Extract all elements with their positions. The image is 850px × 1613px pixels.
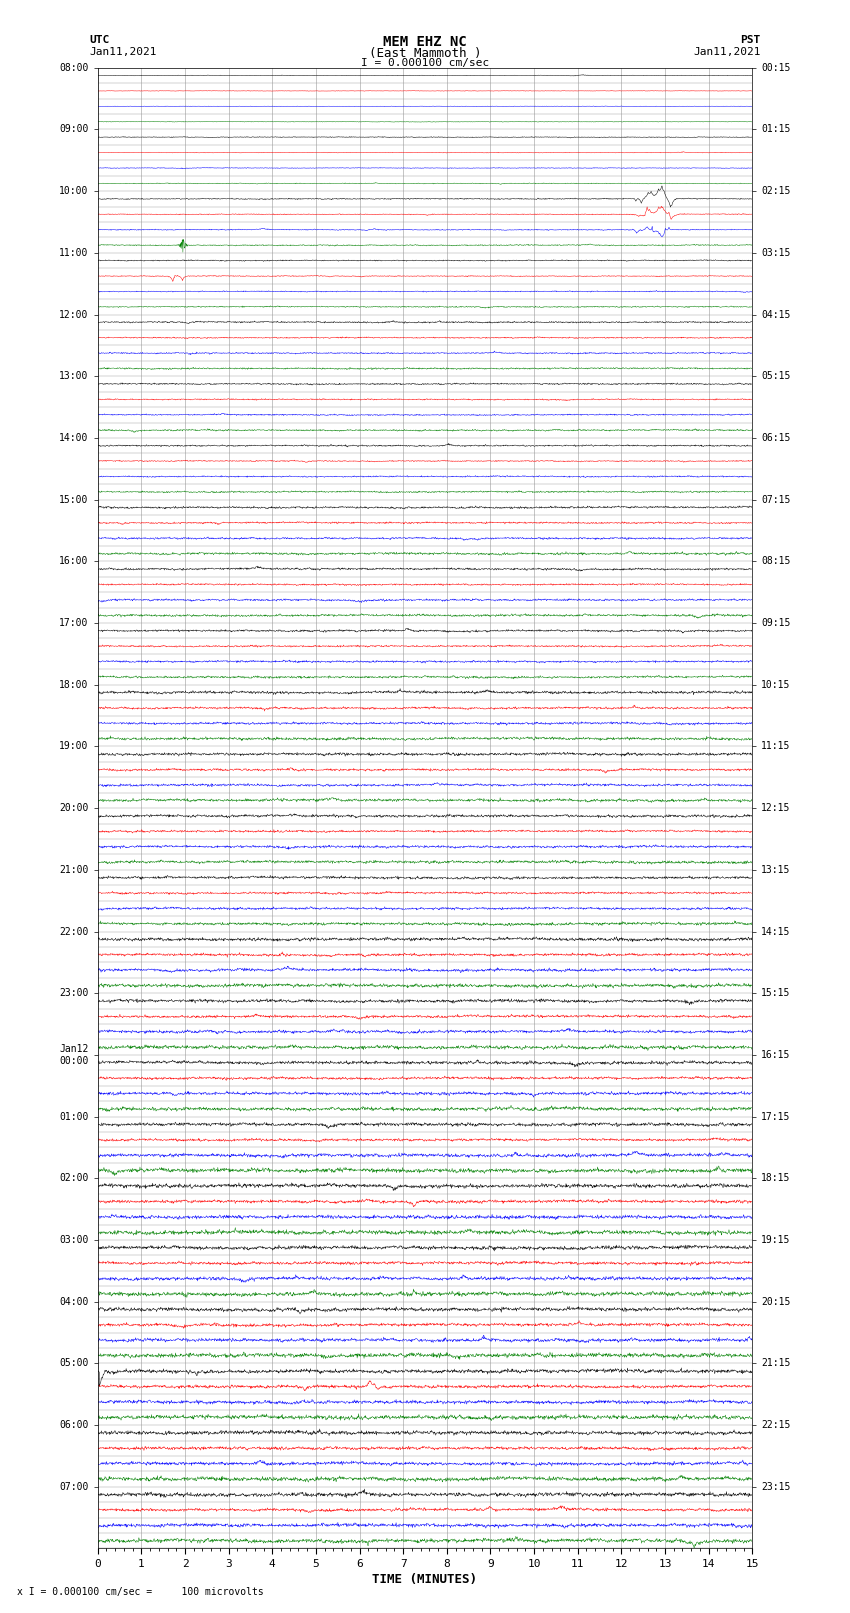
Text: PST: PST <box>740 35 761 45</box>
Text: UTC: UTC <box>89 35 110 45</box>
Text: (East Mammoth ): (East Mammoth ) <box>369 47 481 60</box>
Text: I = 0.000100 cm/sec: I = 0.000100 cm/sec <box>361 58 489 68</box>
X-axis label: TIME (MINUTES): TIME (MINUTES) <box>372 1573 478 1586</box>
Text: MEM EHZ NC: MEM EHZ NC <box>383 35 467 50</box>
Text: x I = 0.000100 cm/sec =     100 microvolts: x I = 0.000100 cm/sec = 100 microvolts <box>17 1587 264 1597</box>
Text: Jan11,2021: Jan11,2021 <box>89 47 156 56</box>
Text: Jan11,2021: Jan11,2021 <box>694 47 761 56</box>
